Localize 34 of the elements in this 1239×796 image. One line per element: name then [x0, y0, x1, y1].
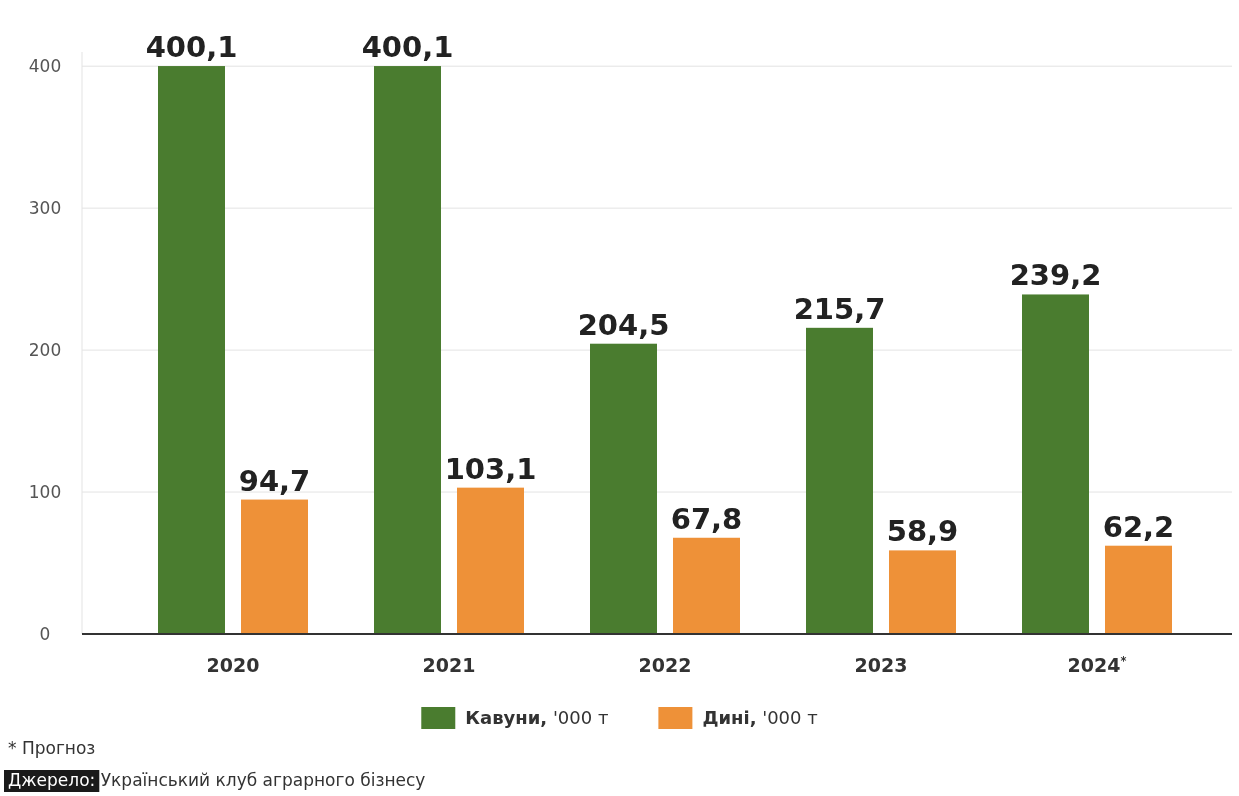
data-label: 215,7 — [793, 291, 886, 326]
data-label: 400,1 — [361, 30, 454, 65]
legend-label: Дині, '000 т — [702, 707, 818, 728]
x-tick-label: 2021 — [422, 654, 476, 676]
legend-label: Кавуни, '000 т — [465, 707, 609, 728]
y-tick-label: 100 — [28, 481, 62, 502]
bar — [457, 487, 524, 634]
bar — [889, 550, 956, 634]
data-label: 400,1 — [145, 30, 238, 65]
bar — [1105, 545, 1172, 634]
x-tick-label: 2023 — [854, 654, 908, 676]
y-tick-label: 300 — [28, 198, 62, 219]
text: * Прогноз — [8, 738, 96, 758]
bar — [1022, 294, 1089, 634]
y-tick-label: 0 — [39, 623, 51, 644]
x-tick-label: 2022 — [638, 654, 692, 676]
bar — [673, 537, 740, 634]
bar — [590, 343, 657, 634]
y-tick-label: 400 — [28, 56, 62, 77]
data-label: 58,9 — [886, 514, 959, 549]
x-tick-label: 2020 — [206, 654, 260, 676]
bar — [158, 66, 225, 634]
y-tick-label: 200 — [28, 340, 62, 361]
data-label: 67,8 — [670, 501, 743, 536]
data-label: 239,2 — [1009, 258, 1102, 293]
data-label: 204,5 — [577, 307, 670, 342]
x-tick-label: 2024$^{*}$ — [1067, 654, 1127, 676]
data-label: 103,1 — [444, 451, 537, 486]
bar — [241, 499, 308, 634]
bar — [806, 327, 873, 634]
data-label: 62,2 — [1102, 509, 1175, 544]
data-label: 94,7 — [238, 463, 311, 498]
bar — [374, 66, 441, 634]
text: Джерело: Український клуб аграрного бізнесу — [8, 770, 426, 790]
